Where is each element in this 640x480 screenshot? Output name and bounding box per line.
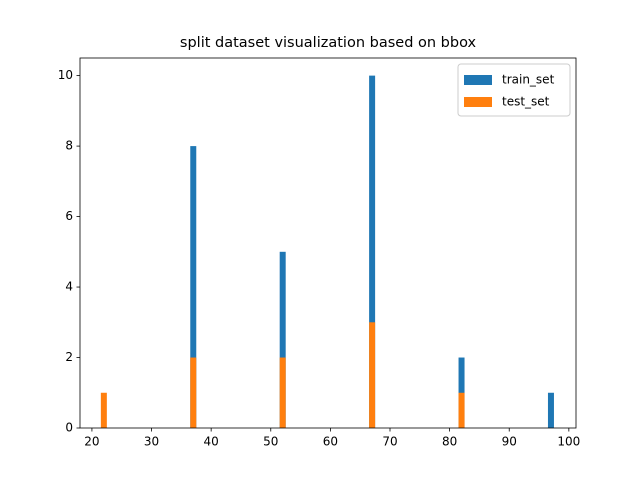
axes-frame <box>79 57 577 429</box>
x-tick-label: 50 <box>263 435 278 449</box>
bar <box>279 357 286 428</box>
legend-label: train_set <box>502 73 555 87</box>
chart-title: split dataset visualization based on bbo… <box>180 35 477 51</box>
x-tick-label: 40 <box>204 435 219 449</box>
legend-swatch <box>464 97 492 107</box>
x-tick-label: 100 <box>557 435 580 449</box>
bar <box>369 75 376 428</box>
y-tick-label: 2 <box>65 350 73 364</box>
y-tick-label: 10 <box>58 68 73 82</box>
bar <box>279 251 286 428</box>
bar <box>369 322 376 428</box>
x-tick-label: 60 <box>323 435 338 449</box>
legend-swatch <box>464 75 492 85</box>
y-tick-label: 0 <box>65 421 73 435</box>
x-tick-label: 70 <box>382 435 397 449</box>
y-tick-label: 6 <box>65 209 73 223</box>
x-tick-label: 80 <box>442 435 457 449</box>
bar <box>190 146 197 428</box>
x-tick-label: 30 <box>144 435 159 449</box>
bar <box>458 392 465 428</box>
x-tick-label: 90 <box>502 435 517 449</box>
bar <box>100 392 107 428</box>
bar <box>190 357 197 428</box>
y-tick-label: 8 <box>65 139 73 153</box>
bar <box>547 392 554 428</box>
legend-label: test_set <box>502 95 550 109</box>
x-tick-label: 20 <box>84 435 99 449</box>
y-tick-label: 4 <box>65 280 73 294</box>
